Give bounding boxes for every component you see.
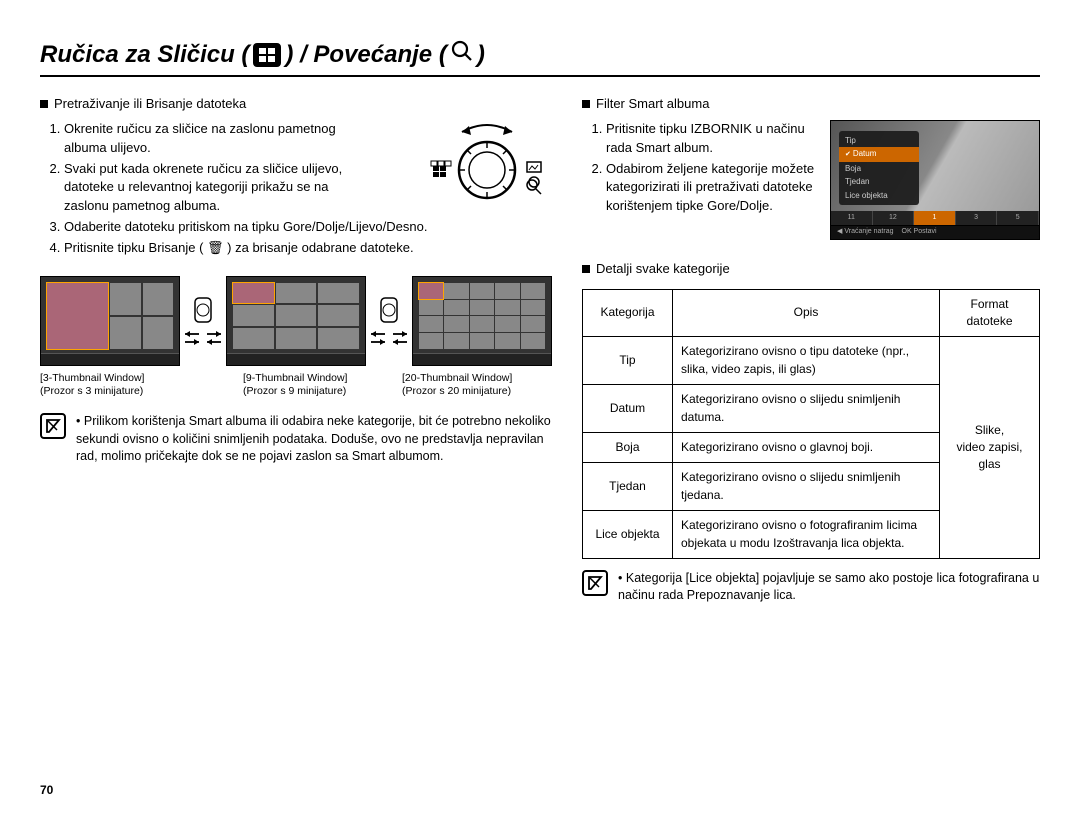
bullet-icon (40, 100, 48, 108)
right-note-text: Kategorija [Lice objekta] pojavljuje se … (618, 570, 1040, 605)
step-item: Odaberite datoteku pritiskom na tipku Go… (64, 218, 552, 237)
left-heading: Pretraživanje ili Brisanje datoteka (40, 95, 552, 114)
step-item: Svaki put kada okrenete ručicu za sličic… (64, 160, 374, 217)
step-item: Pritisnite tipku Brisanje ( 🗑 ) za brisa… (64, 239, 552, 258)
note-icon (582, 570, 608, 596)
right-note: Kategorija [Lice objekta] pojavljuje se … (582, 569, 1040, 605)
caption-1: [3-Thumbnail Window] (Prozor s 3 minijat… (40, 372, 190, 398)
desc-cell: Kategorizirano ovisno o tipu datoteke (n… (673, 337, 940, 385)
title-text-3: ) (477, 41, 485, 69)
date-strip: 11 12 1 3 5 (831, 211, 1039, 225)
left-note-text: Prilikom korištenja Smart albuma ili oda… (76, 413, 552, 466)
thumb-20 (412, 276, 552, 366)
camera-screenshot: Tip ✔ Datum Boja Tjedan Lice objekta 11 … (830, 120, 1040, 240)
desc-cell: Kategorizirano ovisno o slijedu snimljen… (673, 463, 940, 511)
dial-illustration (422, 120, 552, 216)
caption-2: [9-Thumbnail Window] (Prozor s 9 minijat… (243, 372, 393, 398)
th-category: Kategorija (583, 289, 673, 337)
th-description: Opis (673, 289, 940, 337)
cat-cell: Tjedan (583, 463, 673, 511)
detail-heading: Detalji svake kategorije (582, 260, 1040, 279)
title-text-2: ) / Povećanje ( (285, 41, 446, 69)
th-format: Format datoteke (940, 289, 1040, 337)
magnify-icon (451, 40, 473, 69)
cat-cell: Boja (583, 433, 673, 463)
right-steps: Pritisnite tipku IZBORNIK u načinu rada … (582, 120, 852, 216)
note-icon (40, 413, 66, 439)
step-item: Okrenite ručicu za sličice na zaslonu pa… (64, 120, 374, 158)
bullet-icon (582, 265, 590, 273)
category-table: Kategorija Opis Format datoteke Tip Kate… (582, 289, 1040, 559)
menu-overlay: Tip ✔ Datum Boja Tjedan Lice objekta (839, 131, 919, 206)
title-text-1: Ručica za Sličicu ( (40, 41, 249, 69)
step-item: Odabirom željene kategorije možete kateg… (606, 160, 852, 217)
format-cell: Slike, video zapisi, glas (940, 337, 1040, 559)
detail-heading-text: Detalji svake kategorije (596, 260, 730, 279)
right-heading-text: Filter Smart albuma (596, 95, 709, 114)
arrows-icon (366, 294, 412, 348)
caption-row: [3-Thumbnail Window] (Prozor s 3 minijat… (40, 372, 552, 398)
left-heading-text: Pretraživanje ili Brisanje datoteka (54, 95, 246, 114)
cat-cell: Datum (583, 385, 673, 433)
page-title: Ručica za Sličicu ( ) / Povećanje ( ) (40, 40, 1040, 77)
thumb-9 (226, 276, 366, 366)
thumbnail-grid-icon (253, 43, 281, 67)
left-column: Pretraživanje ili Brisanje datoteka (40, 95, 552, 605)
thumb-3 (40, 276, 180, 366)
screenshot-footer: ◀ Vraćanje natrag OK Postavi (831, 226, 1039, 239)
desc-cell: Kategorizirano ovisno o slijedu snimljen… (673, 385, 940, 433)
left-note: Prilikom korištenja Smart albuma ili oda… (40, 412, 552, 466)
thumbnail-row (40, 276, 552, 366)
step-item: Pritisnite tipku IZBORNIK u načinu rada … (606, 120, 852, 158)
cat-cell: Lice objekta (583, 511, 673, 559)
desc-cell: Kategorizirano ovisno o glavnoj boji. (673, 433, 940, 463)
cat-cell: Tip (583, 337, 673, 385)
page-number: 70 (40, 783, 53, 797)
right-column: Filter Smart albuma Tip ✔ Datum Boja Tje… (582, 95, 1040, 605)
right-heading: Filter Smart albuma (582, 95, 1040, 114)
caption-3: [20-Thumbnail Window] (Prozor s 20 minij… (402, 372, 552, 398)
arrows-icon (180, 294, 226, 348)
bullet-icon (582, 100, 590, 108)
desc-cell: Kategorizirano ovisno o fotografiranim l… (673, 511, 940, 559)
